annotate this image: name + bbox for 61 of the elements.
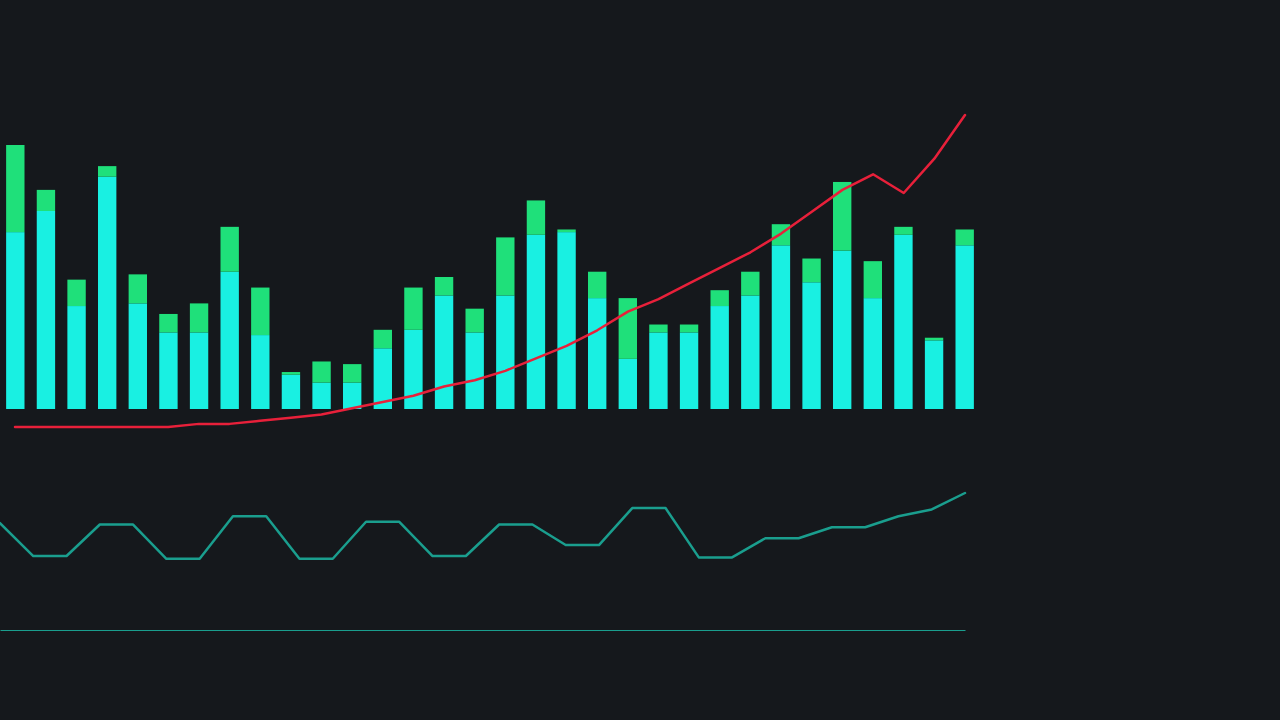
bar [128,303,147,409]
bar [802,258,821,283]
bar [67,279,86,307]
bar [496,237,515,296]
bar [36,211,56,409]
bar [741,271,760,296]
bar [128,274,147,304]
bar [771,245,791,409]
bar [220,226,239,272]
bar [189,303,209,333]
bar [863,261,882,299]
bar [526,200,546,235]
bar [251,335,270,409]
bar [281,372,301,375]
bar [802,282,821,409]
bar [679,332,699,409]
bar [220,271,239,409]
bar [189,332,209,409]
bar [955,245,974,409]
bar [526,234,546,409]
bar [894,226,913,235]
bar [373,329,392,349]
bar [373,348,392,409]
bar [6,232,25,409]
bar [710,306,729,409]
bar [496,295,515,409]
bar [588,298,607,409]
bar [159,313,178,333]
bar [833,181,852,251]
bar [434,295,454,409]
bar [159,332,178,409]
bar [557,232,576,409]
bar [281,374,301,409]
bar [404,287,423,330]
bar [251,287,270,336]
bar [649,332,668,409]
bar [434,277,454,296]
bar [710,290,729,307]
bar [465,308,484,333]
bar [618,358,637,409]
bar [98,166,117,177]
bar [924,340,944,409]
bar [557,229,576,233]
bar [67,306,86,409]
bar [343,382,362,409]
bar [741,295,760,409]
bar [343,364,362,383]
bar [955,229,974,246]
bar [649,324,668,333]
bar [98,176,117,409]
bar [863,298,882,409]
bar [36,189,56,211]
bar [588,271,607,299]
bar [618,298,637,359]
bar [312,361,331,383]
bar [833,250,852,409]
bar [6,145,25,233]
bar [404,329,423,409]
bar [312,382,331,409]
bar [465,332,484,409]
bar [894,234,913,409]
